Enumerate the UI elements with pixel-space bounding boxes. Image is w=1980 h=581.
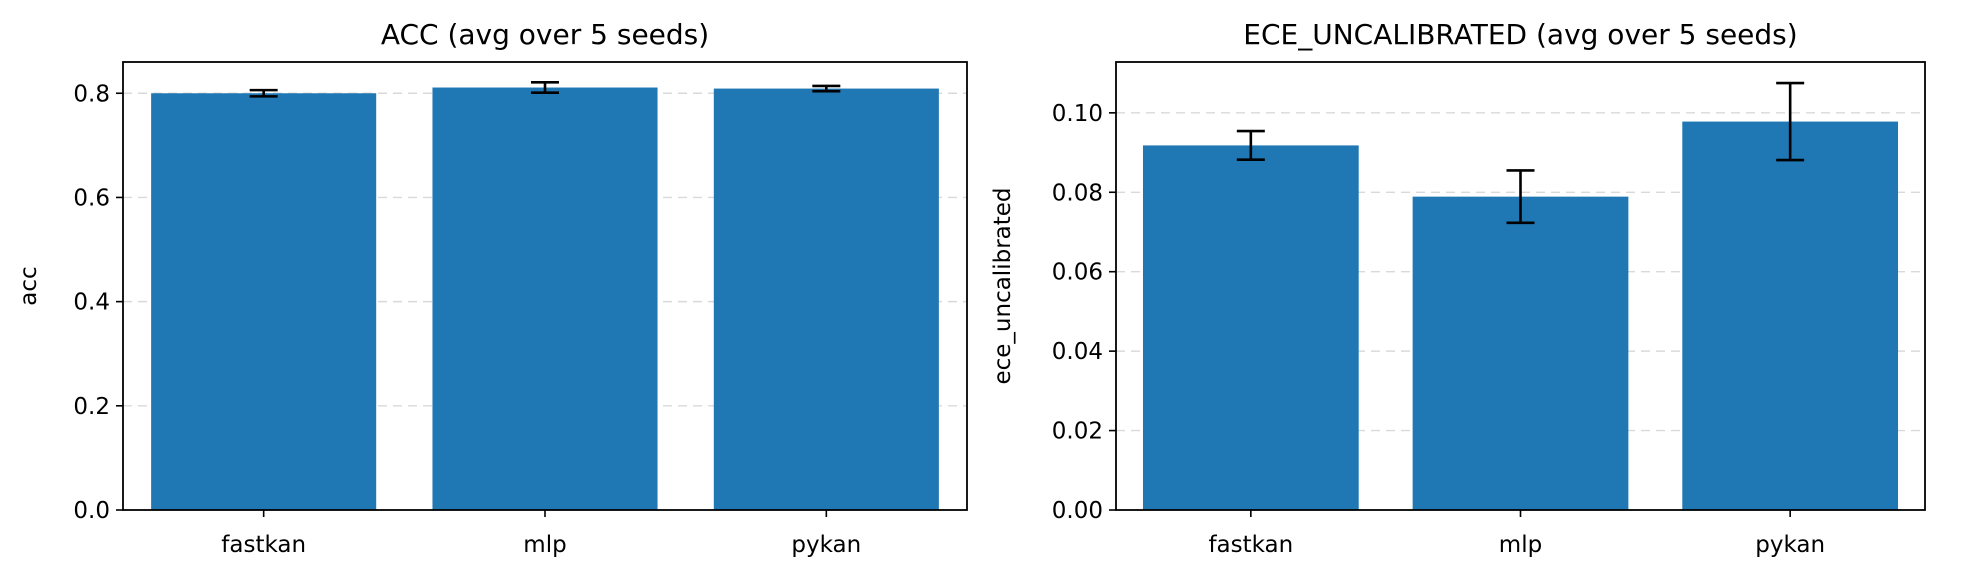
bar-mlp — [1412, 196, 1629, 510]
bar-mlp — [432, 87, 658, 511]
y-tick-label: 0.4 — [73, 290, 110, 316]
x-tick-label-fastkan: fastkan — [1208, 532, 1293, 558]
bar-fastkan — [151, 93, 377, 511]
axes-frame — [122, 61, 968, 511]
y-tick-label: 0.8 — [73, 81, 110, 107]
y-tick-label: 0.04 — [1052, 339, 1103, 365]
y-tick-label: 0.0 — [73, 498, 110, 524]
y-tick-label: 0.2 — [73, 394, 110, 420]
y-axis-label: ece_uncalibrated — [990, 187, 1016, 384]
x-tick-label-mlp: mlp — [523, 532, 566, 558]
y-tick-label: 0.00 — [1052, 498, 1103, 524]
bar-pykan — [713, 88, 939, 510]
y-tick-label: 0.02 — [1052, 419, 1103, 445]
y-axis-label: acc — [16, 266, 42, 305]
y-tick-label: 0.06 — [1052, 260, 1103, 286]
chart-title: ECE_UNCALIBRATED (avg over 5 seeds) — [1243, 18, 1797, 51]
axes-frame — [1115, 61, 1926, 511]
y-tick-label: 0.10 — [1052, 101, 1103, 127]
x-tick-label-mlp: mlp — [1499, 532, 1542, 558]
chart-panel-acc: fastkan mlp pykan 0.0 0.2 0.4 0.6 0.8 ACC (avg o… — [16, 18, 968, 558]
bar-pykan — [1682, 121, 1899, 511]
x-tick-label-pykan: pykan — [1755, 532, 1825, 558]
chart-panel-ece-uncalibrated: fastkan mlp pykan 0.00 0.02 0.04 0.06 0.08 0.10 E… — [990, 18, 1926, 558]
x-tick-label-pykan: pykan — [791, 532, 861, 558]
y-tick-label: 0.08 — [1052, 180, 1103, 206]
bar-fastkan — [1142, 145, 1359, 511]
x-tick-label-fastkan: fastkan — [221, 532, 306, 558]
chart-title: ACC (avg over 5 seeds) — [381, 18, 709, 51]
y-tick-label: 0.6 — [73, 185, 110, 211]
